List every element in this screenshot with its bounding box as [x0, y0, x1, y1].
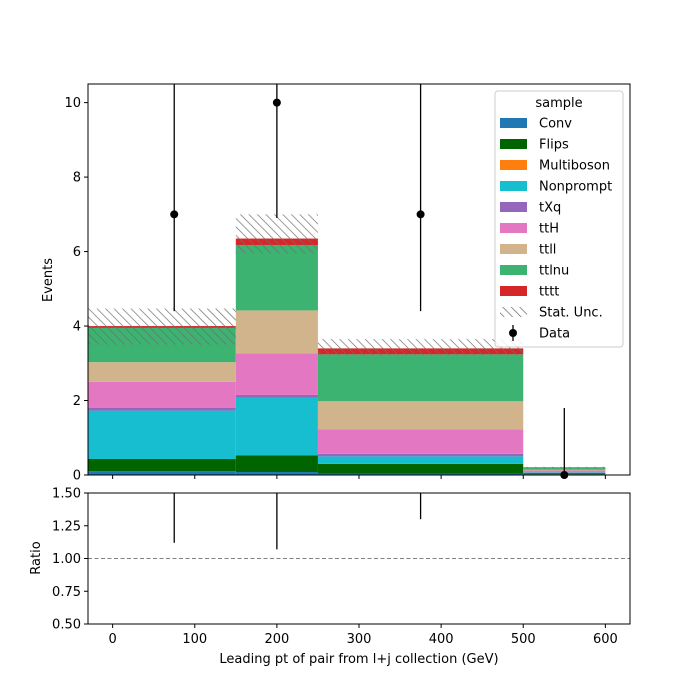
- main-y-tick-label: 4: [73, 320, 81, 335]
- legend: sample Conv Flips Multiboson Nonprompt tXq tt…: [494, 90, 624, 348]
- main-y-tick-label: 10: [64, 96, 81, 111]
- bar-conv-bin-1: [235, 472, 318, 475]
- ratio-x-tick-label: 600: [593, 632, 618, 647]
- legend-swatch-multiboson: [500, 160, 527, 170]
- data-point-0: [170, 210, 179, 219]
- ratio-y-tick-label: 0.75: [52, 585, 81, 600]
- stat-unc-band-bin-2: [317, 339, 524, 356]
- legend-label-ttll: ttll: [539, 243, 556, 258]
- ratio-x-tick-label: 400: [429, 632, 454, 647]
- legend-label-txq: tXq: [539, 201, 561, 216]
- legend-swatch-txq: [500, 202, 527, 212]
- legend-label-multiboson: Multiboson: [539, 159, 610, 174]
- bar-ttll-bin-2: [317, 401, 524, 430]
- main-x-ticks: [112, 475, 606, 479]
- stat-uncertainty-bands: [88, 214, 606, 469]
- bar-txq-bin-2: [317, 453, 524, 457]
- x-axis-label: Leading pt of pair from l+j collection (…: [219, 652, 498, 667]
- ratio-y-ticks: 0.50 0.75 1.00 1.25 1.50: [52, 487, 88, 633]
- ratio-y-tick-label: 1.00: [52, 552, 81, 567]
- data-point-1: [272, 98, 281, 107]
- bar-ttll-bin-0: [88, 362, 236, 382]
- legend-label-flips: Flips: [539, 138, 569, 153]
- bar-conv-bin-0: [88, 471, 236, 475]
- ratio-errorbars: [173, 493, 422, 550]
- legend-label-ttlnu: ttlnu: [539, 264, 569, 279]
- ratio-x-tick-label: 300: [347, 632, 372, 647]
- data-point-2: [416, 210, 425, 219]
- bar-nonprompt-bin-0: [88, 410, 236, 459]
- legend-label-tttt: tttt: [539, 285, 559, 300]
- bar-ttlnu-bin-1: [235, 245, 318, 311]
- legend-swatch-flips: [500, 139, 527, 149]
- bar-conv-bin-2: [317, 473, 524, 475]
- main-y-tick-label: 0: [73, 469, 81, 484]
- legend-box: [494, 90, 624, 348]
- ratio-panel: 0.50 0.75 1.00 1.25 1.50 0 100 200 300 400 500 600…: [29, 487, 631, 667]
- ratio-x-ticks: 0 100 200 300 400 500 600: [108, 624, 618, 647]
- main-y-tick-label: 6: [73, 245, 81, 260]
- main-panel: 0 2 4 6 8 10 Events: [41, 83, 631, 484]
- data-points: [170, 84, 569, 479]
- ratio-x-tick-label: 200: [264, 632, 289, 647]
- ratio-x-tick-label: 500: [511, 632, 536, 647]
- legend-swatch-nonprompt: [500, 181, 527, 191]
- legend-swatch-conv: [500, 118, 527, 128]
- main-y-tick-label: 2: [73, 394, 81, 409]
- bar-tth-bin-0: [88, 381, 236, 408]
- legend-swatch-tttt: [500, 286, 527, 296]
- bar-ttll-bin-1: [235, 310, 318, 354]
- ratio-x-tick-label: 100: [182, 632, 207, 647]
- ratio-y-axis-label: Ratio: [29, 541, 44, 574]
- bar-txq-bin-0: [88, 407, 236, 411]
- bar-nonprompt-bin-2: [317, 456, 524, 464]
- bar-tth-bin-1: [235, 353, 318, 395]
- main-y-tick-label: 8: [73, 171, 81, 186]
- legend-swatch-ttll: [500, 244, 527, 254]
- ratio-x-tick-label: 0: [108, 632, 116, 647]
- ratio-y-tick-label: 1.50: [52, 487, 81, 502]
- legend-label-conv: Conv: [539, 117, 572, 132]
- legend-swatch-ttlnu: [500, 265, 527, 275]
- bar-tth-bin-2: [317, 429, 524, 454]
- main-y-ticks: 0 2 4 6 8 10: [64, 96, 88, 484]
- legend-swatch-tth: [500, 223, 527, 233]
- legend-label-stat-unc: Stat. Unc.: [539, 306, 603, 321]
- legend-label-nonprompt: Nonprompt: [539, 180, 612, 195]
- legend-title: sample: [535, 96, 582, 111]
- bar-ttlnu-bin-2: [317, 354, 524, 402]
- legend-label-data: Data: [539, 327, 570, 342]
- stat-unc-band-bin-0: [88, 308, 236, 345]
- main-y-axis-label: Events: [41, 258, 56, 302]
- legend-swatch-data-marker: [509, 329, 517, 337]
- stat-unc-band-bin-1: [235, 214, 318, 254]
- bar-nonprompt-bin-1: [235, 397, 318, 456]
- ratio-y-tick-label: 0.50: [52, 618, 81, 633]
- bar-txq-bin-1: [235, 394, 318, 398]
- legend-swatch-stat-unc: [500, 307, 527, 317]
- ratio-y-tick-label: 1.25: [52, 519, 81, 534]
- legend-label-tth: ttH: [539, 222, 559, 237]
- bar-flips-bin-2: [317, 463, 524, 474]
- bar-flips-bin-1: [235, 455, 318, 473]
- bar-flips-bin-0: [88, 458, 236, 472]
